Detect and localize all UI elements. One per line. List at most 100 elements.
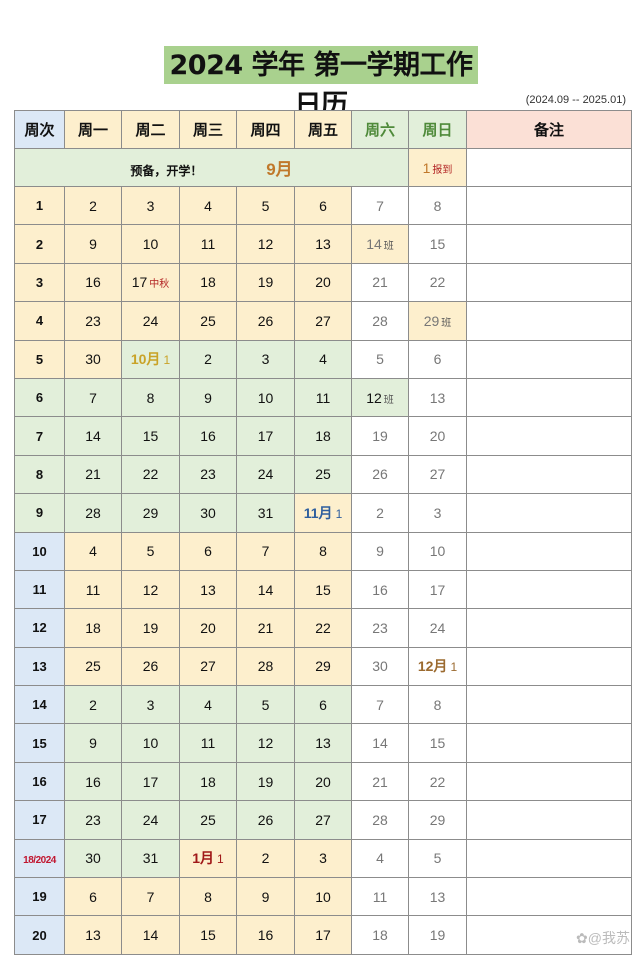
remark-cell[interactable] [466,838,632,879]
day-cell: 14 [121,915,180,955]
month-label: 11月 [303,504,333,521]
week-number: 14 [32,697,47,713]
day-number: 27 [315,312,331,329]
day-cell: 25 [179,800,237,840]
day-number: 25 [200,312,216,329]
day-number: 17 [315,927,331,944]
day-number: 7 [146,888,155,905]
day-number: 26 [142,658,159,675]
remark-cell[interactable] [466,608,632,648]
week-number: 7 [35,428,44,444]
day-cell: 26 [121,646,180,687]
week-row: 10 4 5 6 7 8 9 10 [14,531,632,571]
week-number: 16 [32,774,47,790]
day-cell: 3 [294,838,352,879]
week-row: 2 9 10 11 12 13 14 班 15 [14,224,632,264]
day-cell: 4 [294,339,352,379]
day-cell: 13 [64,915,122,955]
day-cell: 22 [408,761,467,802]
week-row: 16 16 17 18 19 20 21 22 [14,761,632,802]
remark-cell[interactable] [466,646,632,687]
day-number: 29 [315,658,331,675]
day-cell: 15 [294,569,352,610]
day-note: 报到 [432,164,453,176]
day-number: 2 [89,696,97,713]
day-number: 13 [315,735,331,752]
day-number: 3 [146,197,155,214]
day-cell: 30 [64,339,122,379]
day-number: 13 [85,927,101,944]
day-cell: 12 [236,224,295,264]
day-cell: 11 [351,877,409,917]
week-number: 20 [32,927,47,943]
day-cell: 15 [408,224,467,264]
day-cell: 29 班 [408,301,467,341]
day-cell: 27 [179,646,237,687]
day-number: 24 [429,619,446,636]
day-cell: 17 [294,915,352,955]
week-number-cell: 11 [14,569,65,610]
remark-cell[interactable] [466,915,632,955]
remark-cell[interactable] [466,148,632,187]
day-cell: 18 [179,262,237,303]
week-number-cell: 13 [14,646,65,687]
day-number: 15 [315,581,331,598]
day-cell: 4 [64,531,122,571]
remark-cell[interactable] [466,185,632,226]
remark-cell[interactable] [466,761,632,802]
remark-cell[interactable] [466,224,632,264]
day-number: 18 [85,619,101,636]
month-label: 12月 [417,658,448,675]
day-number: 17 [257,428,274,445]
day-cell: 25 [179,301,237,341]
day-cell: 16 [351,569,409,610]
day-cell: 31 [236,493,295,533]
day-cell: 3 [408,493,467,533]
day-number: 18 [372,927,388,944]
remark-cell[interactable] [466,454,632,495]
day-number: 10 [142,236,159,253]
day-cell: 26 [236,800,295,840]
remark-cell[interactable] [466,377,632,418]
day-number: 8 [319,543,327,560]
day-number: 3 [319,850,327,867]
remark-cell[interactable] [466,723,632,763]
week-row: 4 23 24 25 26 27 28 29 班 [14,301,632,341]
banner-row: 预备，开学！ 9月 1 报到 [14,148,632,187]
day-cell: 23 [64,800,122,840]
week-number: 6 [35,390,44,406]
day-cell: 9 [179,377,237,418]
day-cell: 6 [294,185,352,226]
remark-cell[interactable] [466,262,632,303]
remark-cell[interactable] [466,800,632,840]
remark-cell[interactable] [466,339,632,379]
week-number-cell: 5 [14,339,65,379]
remark-cell[interactable] [466,685,632,725]
day-cell: 19 [408,915,467,955]
remark-cell[interactable] [466,416,632,456]
day-cell: 10月 1 [121,339,180,379]
remark-cell[interactable] [466,569,632,610]
day-cell: 28 [351,800,409,840]
day-number: 10 [142,735,159,752]
day-cell: 31 [121,838,180,879]
remark-cell[interactable] [466,531,632,571]
day-cell: 2 [236,838,295,879]
day-cell: 3 [121,185,180,226]
day-number: 7 [89,389,97,406]
day-cell: 24 [121,301,180,341]
day-cell: 2 [179,339,237,379]
week-row: 14 2 3 4 5 6 7 8 [14,685,632,725]
column-header: 备注 [466,110,632,149]
day-cell: 28 [64,493,122,533]
day-cell: 29 [121,493,180,533]
week-row: 6 7 8 9 10 11 12 班 13 [14,377,632,418]
day-cell: 28 [351,301,409,341]
column-header: 周日 [408,110,467,149]
remark-cell[interactable] [466,301,632,341]
remark-cell[interactable] [466,493,632,533]
day-cell: 11 [179,723,237,763]
remark-cell[interactable] [466,877,632,917]
day-cell: 6 [64,877,122,917]
day-cell: 25 [64,646,122,687]
